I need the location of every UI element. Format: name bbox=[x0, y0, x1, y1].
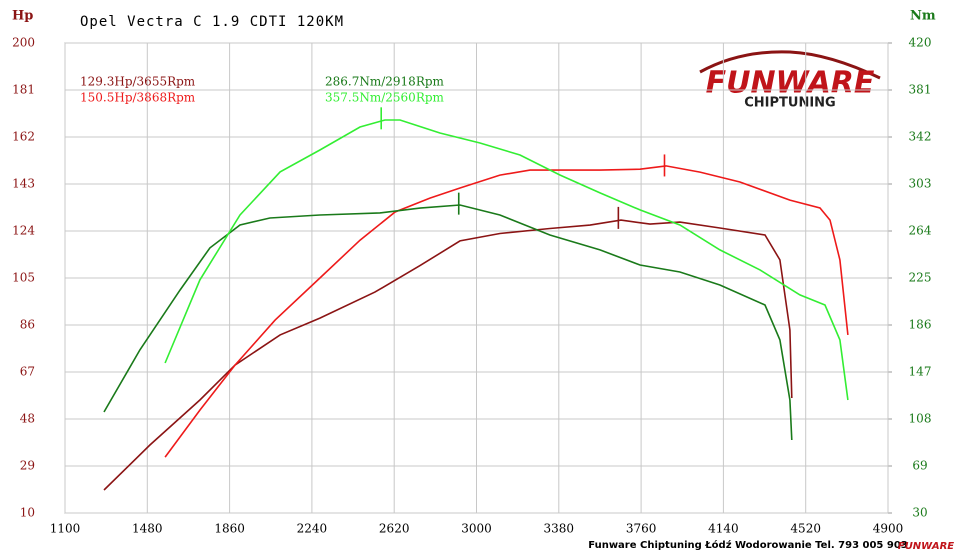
y2-tick-label: 186 bbox=[909, 318, 932, 332]
y-tick-label: 162 bbox=[12, 130, 35, 144]
peak-label: 150.5Hp/3868Rpm bbox=[80, 91, 196, 105]
y-tick-label: 67 bbox=[20, 365, 35, 379]
y2-axis-label: Nm bbox=[910, 9, 936, 24]
y-tick-label: 86 bbox=[20, 318, 35, 332]
y-tick-label: 181 bbox=[12, 83, 35, 97]
y2-tick-label: 303 bbox=[909, 177, 932, 191]
x-tick-label: 3000 bbox=[461, 522, 492, 536]
y2-tick-label: 108 bbox=[909, 412, 932, 426]
curve bbox=[164, 165, 849, 458]
peak-label: 286.7Nm/2918Rpm bbox=[325, 75, 445, 89]
x-tick-label: 1480 bbox=[132, 522, 163, 536]
peak-label: 357.5Nm/2560Rpm bbox=[325, 91, 445, 105]
y-tick-label: 29 bbox=[20, 459, 35, 473]
chart-title: Opel Vectra C 1.9 CDTI 120KM bbox=[80, 14, 344, 30]
curve bbox=[164, 119, 849, 401]
curve bbox=[103, 219, 793, 491]
y2-tick-label: 69 bbox=[912, 459, 927, 473]
x-tick-label: 2620 bbox=[379, 522, 410, 536]
x-tick-label: 4900 bbox=[873, 522, 904, 536]
footer: Funware Chiptuning Łódź Wodorowanie Tel.… bbox=[588, 539, 908, 551]
y2-tick-label: 381 bbox=[909, 83, 932, 97]
y-tick-label: 48 bbox=[20, 412, 35, 426]
logo-brand: FUNWARE bbox=[706, 66, 875, 101]
peak-label: 129.3Hp/3655Rpm bbox=[80, 75, 196, 89]
y2-tick-label: 30 bbox=[912, 506, 927, 520]
x-tick-label: 4520 bbox=[790, 522, 821, 536]
y2-tick-label: 342 bbox=[909, 130, 932, 144]
x-tick-label: 1860 bbox=[214, 522, 245, 536]
y2-tick-label: 264 bbox=[909, 224, 932, 238]
y-tick-label: 124 bbox=[12, 224, 35, 238]
y2-tick-label: 420 bbox=[909, 36, 932, 50]
x-tick-label: 2240 bbox=[297, 522, 328, 536]
y-tick-label: 105 bbox=[12, 271, 35, 285]
curve bbox=[103, 204, 793, 441]
x-tick-label: 1100 bbox=[50, 522, 81, 536]
logo: FUNWARE CHIPTUNING FUNWARE bbox=[699, 50, 954, 552]
y-tick-label: 143 bbox=[12, 177, 35, 191]
y-tick-label: 10 bbox=[20, 506, 35, 520]
x-tick-label: 3380 bbox=[544, 522, 575, 536]
y-tick-label: 200 bbox=[12, 36, 35, 50]
logo-small: FUNWARE bbox=[898, 541, 954, 552]
logo-swoosh bbox=[699, 50, 881, 80]
x-tick-label: 3760 bbox=[626, 522, 657, 536]
y2-tick-label: 147 bbox=[909, 365, 932, 379]
y2-tick-label: 225 bbox=[909, 271, 932, 285]
logo-tagline: CHIPTUNING bbox=[744, 96, 835, 111]
y-axis-label: Hp bbox=[12, 9, 33, 24]
x-tick-label: 4140 bbox=[708, 522, 739, 536]
